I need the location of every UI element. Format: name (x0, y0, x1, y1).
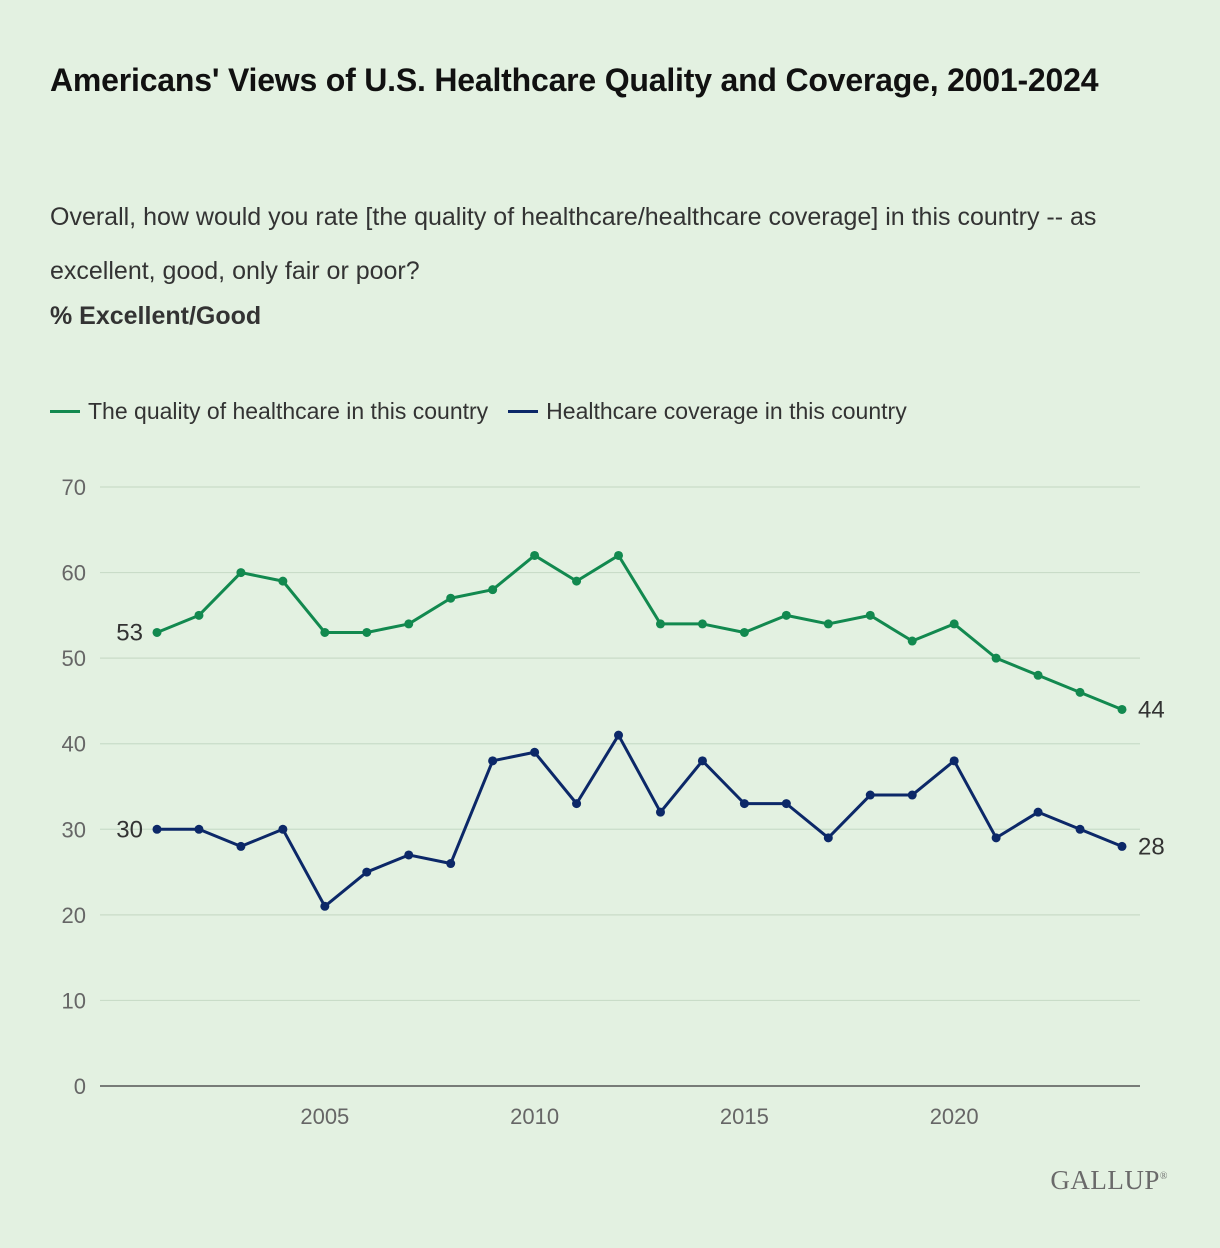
data-point (823, 833, 833, 843)
start-value-label: 53 (116, 619, 143, 646)
data-point (236, 841, 246, 851)
y-tick-label: 50 (62, 646, 86, 671)
data-point (194, 610, 204, 620)
data-point (446, 593, 456, 603)
data-point (781, 610, 791, 620)
data-point (404, 619, 414, 629)
measure-label: % Excellent/Good (50, 302, 262, 330)
data-point (446, 859, 456, 869)
data-point (614, 730, 624, 740)
legend-swatch-quality (50, 409, 80, 413)
x-tick-label: 2010 (510, 1104, 559, 1129)
end-value-label: 44 (1138, 696, 1165, 723)
data-point (1075, 687, 1085, 697)
legend-swatch-coverage (508, 409, 539, 413)
data-point (655, 619, 665, 629)
y-tick-label: 10 (62, 988, 86, 1013)
data-point (1033, 807, 1043, 817)
chart-title: Americans' Views of U.S. Healthcare Qual… (50, 62, 1099, 98)
data-point (865, 610, 875, 620)
data-point (865, 790, 875, 800)
y-tick-label: 20 (62, 903, 86, 928)
series-line (155, 733, 1124, 908)
series-line (155, 553, 1124, 711)
data-point (194, 824, 204, 834)
x-tick-label: 2020 (930, 1104, 979, 1129)
logo-text: GALLUP (1050, 1165, 1160, 1195)
data-point (1117, 704, 1127, 714)
data-point (278, 576, 288, 586)
data-point (530, 550, 540, 560)
data-point (488, 585, 498, 595)
data-point (320, 627, 330, 637)
data-point (949, 756, 959, 766)
data-point (572, 799, 582, 809)
data-point (781, 799, 791, 809)
legend-item-coverage: Healthcare coverage in this country (508, 398, 907, 425)
data-point (949, 619, 959, 629)
data-point (1075, 824, 1085, 834)
data-point (1033, 670, 1043, 680)
y-tick-label: 0 (74, 1074, 86, 1099)
x-tick-label: 2015 (720, 1104, 769, 1129)
data-point (614, 550, 624, 560)
data-point (907, 790, 917, 800)
data-point (320, 901, 330, 911)
data-point (362, 627, 372, 637)
data-point (697, 619, 707, 629)
legend: The quality of healthcare in this countr… (50, 394, 927, 428)
data-point (488, 756, 498, 766)
data-point (152, 627, 162, 637)
y-tick-label: 30 (62, 817, 86, 842)
data-point (991, 653, 1001, 663)
legend-item-quality: The quality of healthcare in this countr… (50, 398, 488, 425)
data-point (530, 747, 540, 757)
data-point (907, 636, 917, 646)
data-point (697, 756, 707, 766)
y-tick-label: 70 (62, 475, 86, 500)
data-point (278, 824, 288, 834)
data-point (362, 867, 372, 877)
data-point (152, 824, 162, 834)
end-value-label: 28 (1138, 833, 1165, 860)
data-point (655, 807, 665, 817)
y-tick-label: 60 (62, 561, 86, 586)
data-point (991, 833, 1001, 843)
data-point (236, 568, 246, 578)
data-point (739, 627, 749, 637)
data-point (404, 850, 414, 860)
data-point (1117, 841, 1127, 851)
gallup-logo: GALLUP® (1050, 1165, 1168, 1195)
data-point (572, 576, 582, 586)
y-tick-label: 40 (62, 732, 86, 757)
data-point (823, 619, 833, 629)
start-value-label: 30 (116, 816, 143, 843)
legend-label-coverage: Healthcare coverage in this country (546, 397, 907, 424)
legend-label-quality: The quality of healthcare in this countr… (88, 397, 489, 424)
data-point (739, 799, 749, 809)
chart-subtitle: Overall, how would you rate [the quality… (50, 203, 1097, 285)
x-tick-label: 2005 (300, 1104, 349, 1129)
